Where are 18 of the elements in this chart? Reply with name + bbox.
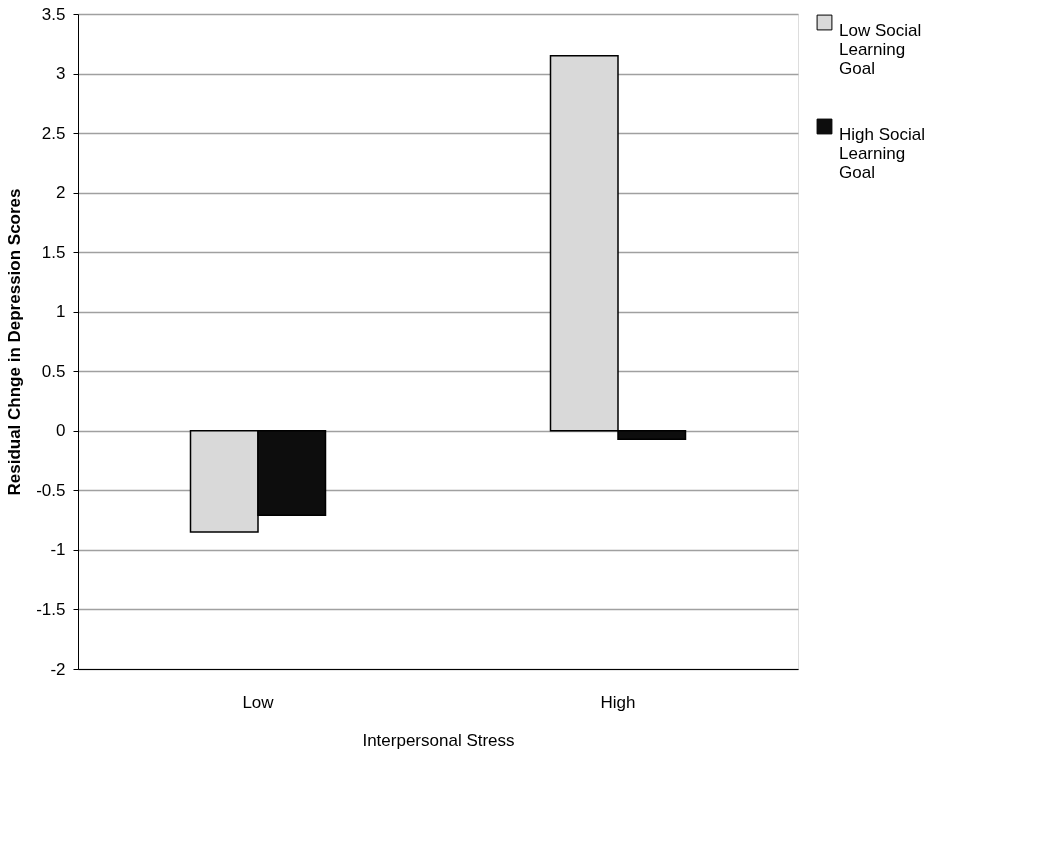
y-axis-title: Residual Chnge in Depression Scores (5, 188, 25, 496)
legend-label: High Social Learning Goal (839, 124, 925, 182)
y-tick-label: -1 (50, 540, 66, 560)
legend-label: Low Social Learning Goal (839, 20, 922, 78)
y-tick-label: 1 (56, 302, 66, 322)
y-tick-label: 3 (56, 64, 66, 84)
y-tick-label: 2 (56, 183, 66, 203)
y-tick-label: 2.5 (41, 123, 66, 143)
x-tick-label: Low (242, 692, 275, 712)
y-tick-label: -2 (50, 659, 66, 679)
y-tick-label: -0.5 (36, 480, 66, 500)
y-tick-label: -1.5 (36, 599, 66, 619)
y-tick-label: 0.5 (41, 361, 66, 381)
y-tick-label: 1.5 (41, 242, 66, 262)
y-tick-label: 0 (56, 421, 66, 441)
x-axis-title: Interpersonal Stress (362, 730, 515, 750)
x-tick-label: High (600, 692, 636, 712)
y-tick-label: 3.5 (41, 4, 66, 24)
